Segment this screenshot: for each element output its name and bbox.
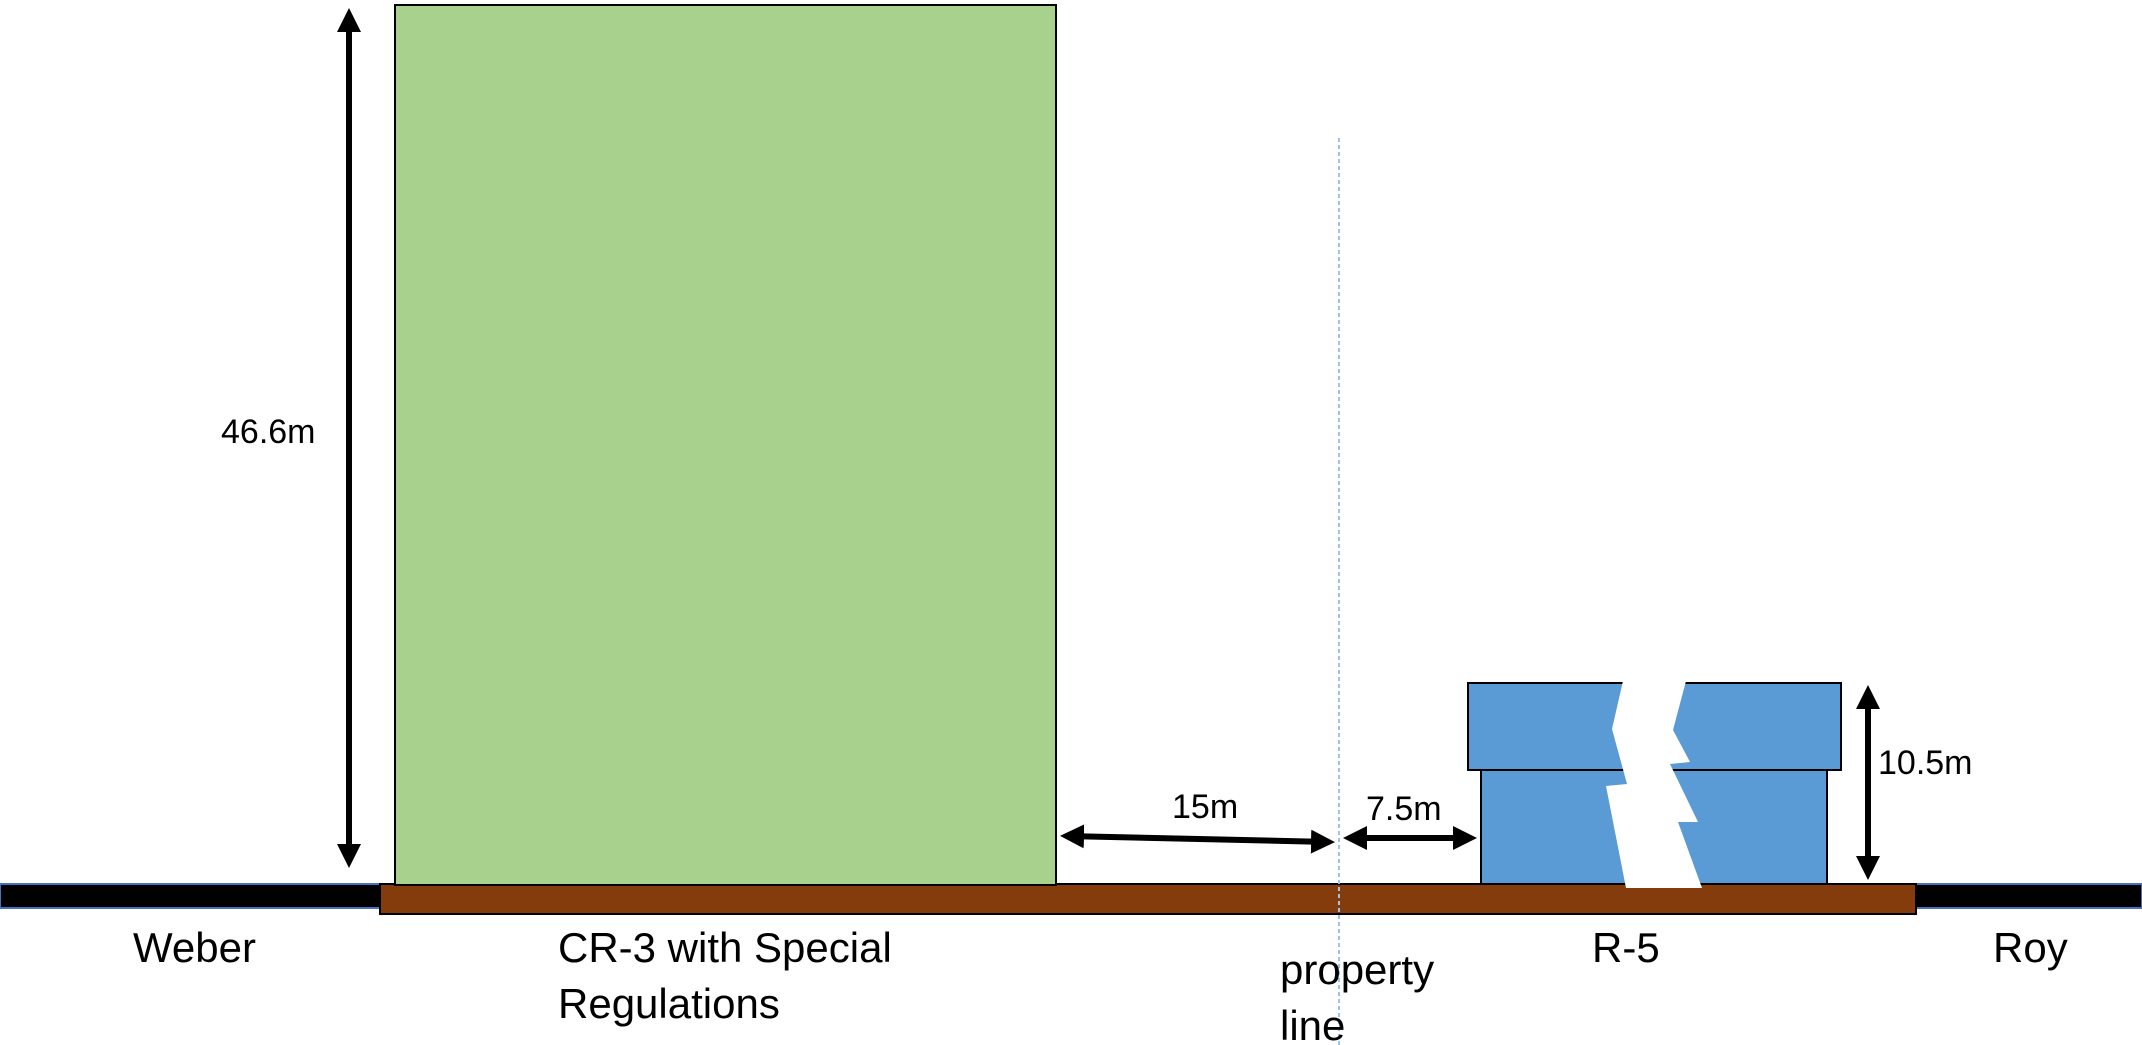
- house-setback-label: 7.5m: [1366, 790, 1442, 828]
- cr3-zone-label-line2: Regulations: [558, 980, 780, 1027]
- house-height-label: 10.5m: [1878, 744, 1973, 782]
- r5-zone-label: R-5: [1592, 924, 1660, 971]
- tower-setback-label: 15m: [1172, 788, 1238, 826]
- weber-street: [0, 883, 381, 909]
- property-line-label-line1: property: [1280, 946, 1434, 993]
- tower-setback-arrow: [1060, 824, 1335, 854]
- weber-label: Weber: [133, 924, 256, 971]
- roy-street: [1915, 883, 2142, 909]
- lot-ground: [379, 883, 1917, 915]
- house-break-mark: [1606, 681, 1702, 888]
- tower-height-label: 46.6m: [221, 413, 316, 451]
- cr3-tower-building: [394, 4, 1057, 886]
- cr3-zone-label-line1: CR-3 with Special: [558, 924, 892, 971]
- roy-label: Roy: [1993, 924, 2068, 971]
- property-line-label-line2: line: [1280, 1002, 1345, 1045]
